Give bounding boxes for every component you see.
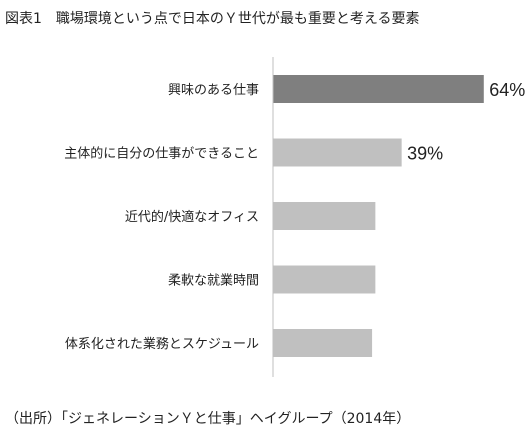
category-label-4: 柔軟な就業時間 bbox=[168, 273, 259, 289]
category-label-2: 主体的に自分の仕事ができること bbox=[64, 146, 259, 162]
bar-1 bbox=[273, 75, 484, 103]
category-labels: 興味のある仕事主体的に自分の仕事ができること近代的/快適なオフィス柔軟な就業時間… bbox=[64, 83, 259, 352]
chart-title: 図表1 職場環境という点で日本のＹ世代が最も重要と考える要素 bbox=[5, 11, 420, 27]
category-label-1: 興味のある仕事 bbox=[168, 83, 259, 98]
bar-2 bbox=[273, 138, 402, 167]
category-label-5: 体系化された業務とスケジュール bbox=[65, 336, 259, 352]
bar-3 bbox=[273, 202, 376, 230]
data-label-2: 39% bbox=[407, 144, 443, 164]
data-labels: 64% 39% bbox=[407, 80, 525, 164]
source-note: （出所）「ジェネレーションＹと仕事」ヘイグループ（2014年） bbox=[5, 411, 411, 427]
bar-5 bbox=[273, 329, 373, 357]
bar-4 bbox=[273, 265, 376, 294]
category-label-3: 近代的/快適なオフィス bbox=[125, 209, 259, 225]
data-label-1: 64% bbox=[489, 80, 525, 100]
bars bbox=[273, 75, 484, 357]
